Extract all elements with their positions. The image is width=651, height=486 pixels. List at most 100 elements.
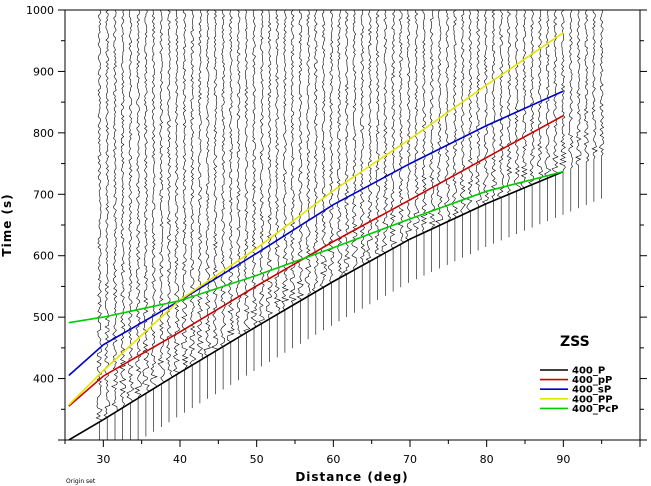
x-tick-label: 50 [250, 453, 264, 466]
legend-entry: 400_P [572, 366, 605, 377]
y-tick-label: 500 [33, 311, 54, 324]
seismogram-trace [319, 10, 327, 331]
legend-entry: 400_sP [572, 385, 611, 396]
origin-note: Origin set [66, 478, 96, 485]
seismogram-trace [142, 10, 151, 437]
x-axis: 30 40 50 60 70 80 90 [64, 440, 641, 466]
seismogram-trace [210, 10, 219, 395]
seismogram-trace [296, 10, 305, 344]
legend-title: ZSS [560, 334, 590, 350]
x-tick-label: 40 [173, 453, 187, 466]
curve-400-pcp [68, 170, 564, 324]
y-tick-label: 400 [33, 373, 54, 386]
seismogram-trace [591, 10, 598, 202]
seismogram-trace [196, 10, 204, 404]
seismogram-trace [544, 10, 552, 222]
seismogram-trace [452, 10, 459, 262]
y-tick-label: 800 [33, 127, 54, 140]
seismogram-trace [551, 10, 559, 218]
x-tick-label: 30 [96, 453, 110, 466]
seismogram-trace [180, 10, 189, 413]
seismogram-trace [281, 10, 290, 353]
x-axis-label: Distance (deg) [295, 470, 408, 484]
seismogram-trace [119, 10, 127, 440]
y-tick-label: 700 [33, 188, 54, 201]
seismogram-trace [165, 10, 173, 423]
seismogram-trace [475, 10, 482, 251]
y-tick-label: 900 [33, 65, 54, 78]
x-tick-label: 70 [403, 453, 417, 466]
legend-entry: 400_PP [572, 394, 613, 405]
seismogram-trace [435, 10, 444, 269]
seismogram-trace [575, 10, 582, 209]
y-axis-label: Time (s) [0, 193, 14, 256]
seismogram-trace [598, 10, 605, 199]
seismogram-trace [420, 10, 428, 276]
seismogram-trace [466, 10, 474, 255]
seismogram-trace [520, 10, 528, 231]
y-tick-label: 600 [33, 250, 54, 263]
seismogram-trace [405, 10, 413, 283]
seismogram-trace [250, 10, 258, 371]
seismogram-trace [568, 10, 574, 212]
seismogram-trace [188, 10, 197, 409]
seismogram-trace [528, 10, 535, 228]
traces-layer [95, 10, 605, 440]
seismogram-trace [412, 10, 420, 280]
seismogram-trace [351, 10, 358, 313]
seismogram-trace [134, 10, 142, 440]
seismogram-trace [558, 10, 567, 215]
seismogram-trace [359, 10, 366, 309]
seismogram-trace [111, 10, 118, 440]
seismogram-trace [220, 10, 227, 390]
y-tick-label: 1000 [26, 4, 54, 17]
seismogram-trace [103, 10, 111, 440]
seismogram-trace [289, 10, 297, 349]
seismogram-trace [157, 10, 165, 427]
seismogram-trace [481, 10, 489, 247]
seismogram-trace [243, 10, 251, 376]
seismogram-trace [265, 10, 274, 362]
seismogram-trace [342, 10, 351, 318]
seismogram-trace [381, 10, 388, 296]
seismogram-trace [459, 10, 466, 258]
seismogram-trace [490, 10, 497, 244]
seismogram-trace [304, 10, 312, 340]
curve-400-p [68, 170, 564, 440]
seismogram-trace [95, 10, 103, 440]
seismogram-trace [327, 10, 335, 326]
seismogram-trace [397, 10, 405, 288]
seismogram-trace [311, 10, 319, 335]
curve-400-pp [68, 114, 564, 407]
seismogram-trace [444, 10, 452, 265]
x-tick-label: 80 [480, 453, 494, 466]
seismogram-trace [497, 10, 505, 241]
seismogram-trace [258, 10, 265, 367]
seismogram-trace [273, 10, 282, 358]
seismogram-trace [536, 10, 544, 225]
seismogram-trace [126, 10, 135, 440]
seismogram-trace [428, 10, 436, 272]
curve-400-pp [68, 32, 564, 406]
seismogram-trace [203, 10, 212, 399]
seismogram-trace [389, 10, 398, 292]
legend-entry: 400_PcP [572, 404, 618, 415]
seismogram-trace [583, 10, 590, 205]
x-tick-label: 60 [326, 453, 340, 466]
curve-400-sp [68, 90, 564, 377]
travel-time-curves [68, 32, 564, 440]
y-axis: 400 500 600 700 800 900 1000 [26, 4, 647, 441]
seismogram-trace [150, 10, 158, 432]
x-tick-label: 90 [556, 453, 570, 466]
seismogram-trace [336, 10, 343, 322]
seismogram-trace [506, 10, 513, 238]
legend-background [538, 358, 638, 416]
legend-entry: 400_pP [572, 375, 612, 386]
seismogram-trace [172, 10, 180, 418]
seismogram-trace [235, 10, 243, 381]
seismogram-trace [513, 10, 521, 234]
seismogram-trace [226, 10, 235, 385]
